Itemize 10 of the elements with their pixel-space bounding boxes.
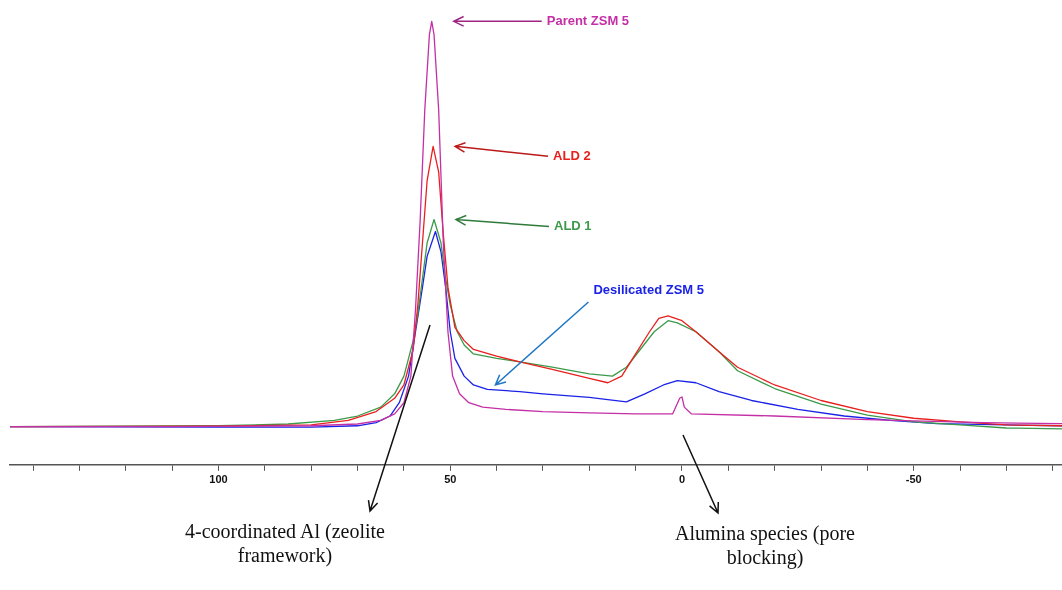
x-tick-label: -50 — [905, 473, 922, 486]
text: Alumina species (pore blocking) — [675, 522, 856, 570]
text: 4-coordinated Al (zeolite framework) — [185, 520, 386, 568]
x-tick-label: 50 — [444, 473, 457, 486]
text: ALD 1 — [554, 218, 592, 234]
text: Parent ZSM 5 — [546, 12, 630, 28]
text: ALD 2 — [553, 147, 591, 163]
text: Desilicated ZSM 5 — [593, 281, 704, 297]
x-tick-label: 0 — [678, 473, 686, 486]
x-tick-label: 100 — [209, 473, 228, 486]
